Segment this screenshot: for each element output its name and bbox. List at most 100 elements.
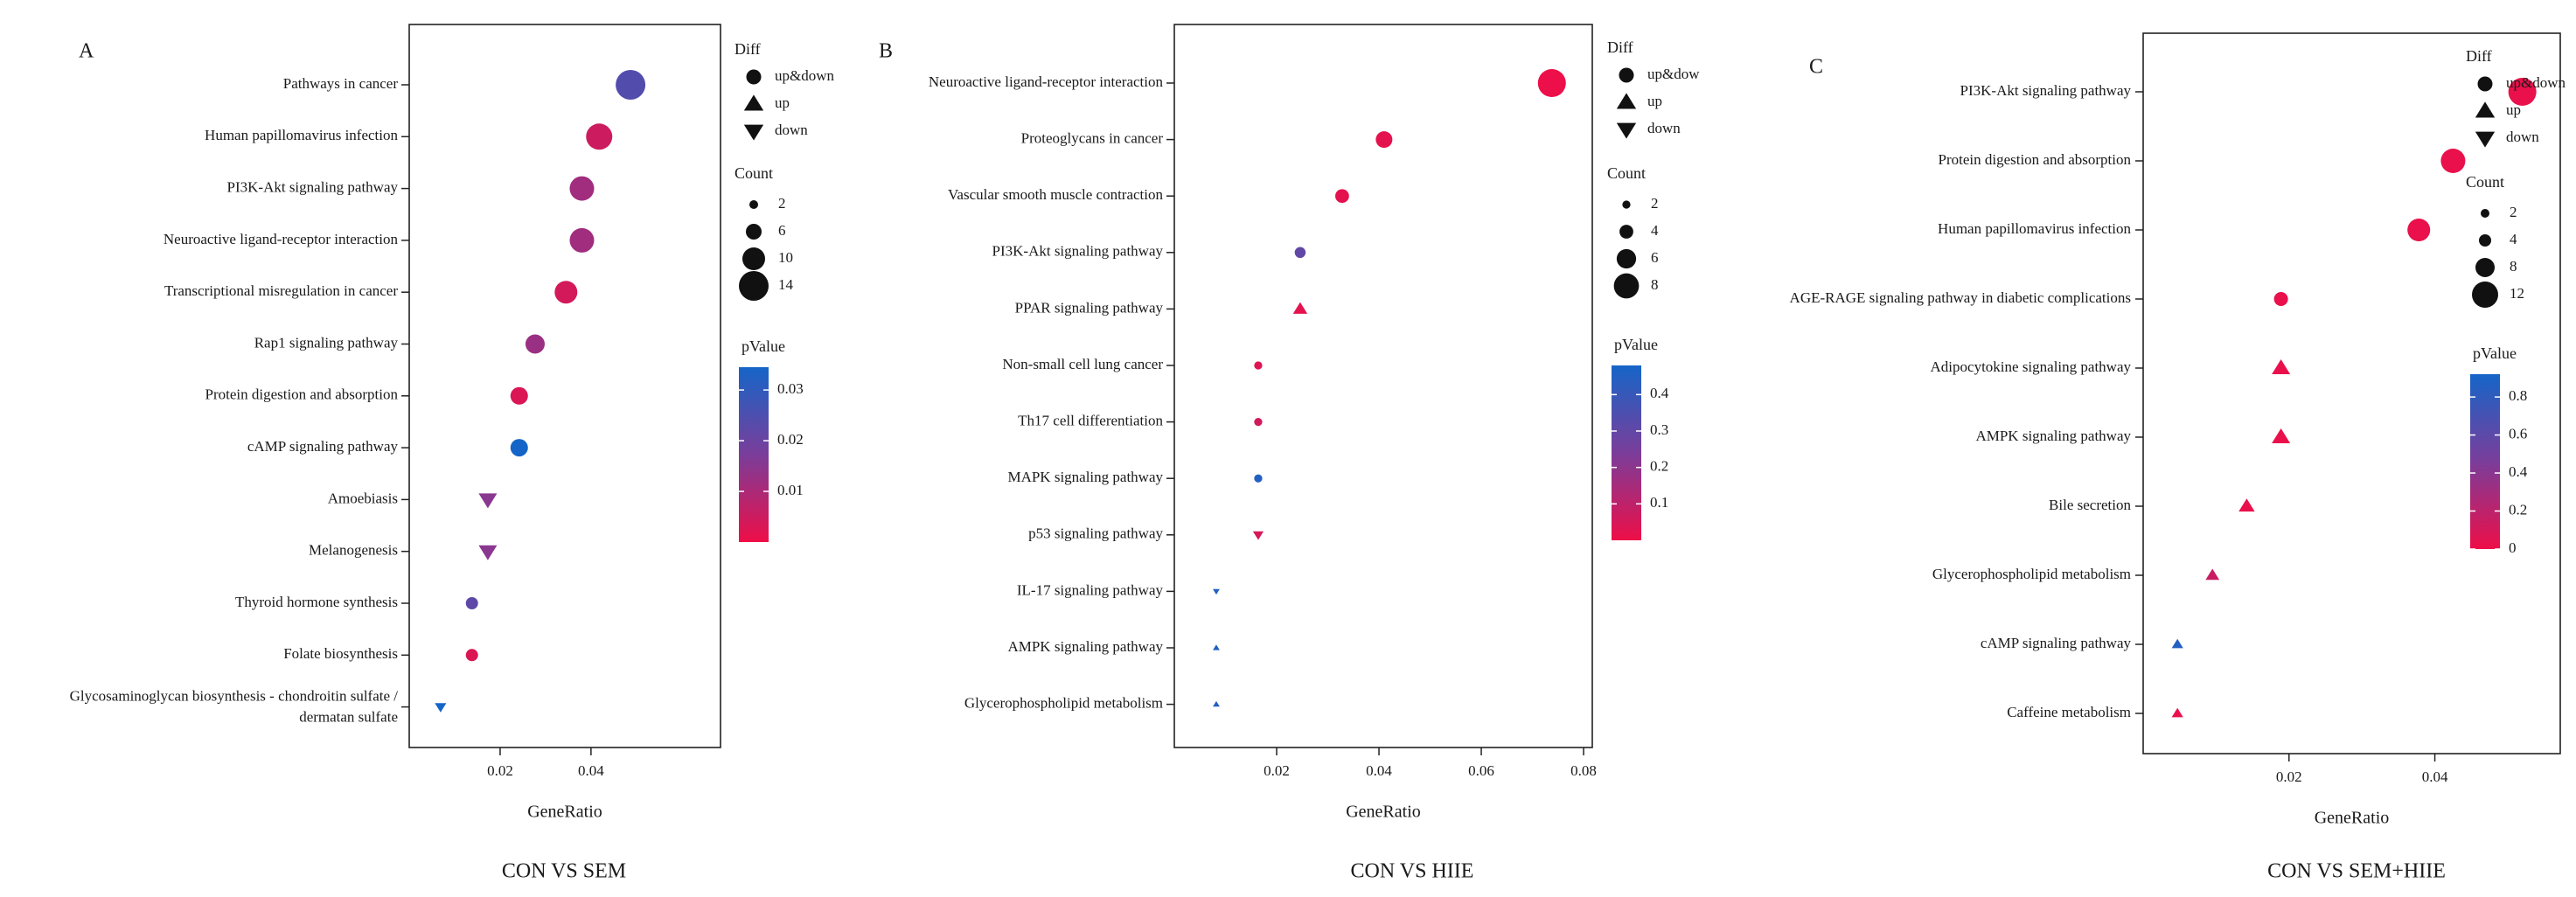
legend-diff-marker [1616, 93, 1637, 109]
data-point [616, 70, 646, 100]
y-tick-label: Glycosaminoglycan biosynthesis - chondro… [70, 688, 399, 726]
data-point [2273, 292, 2288, 306]
data-point [569, 227, 595, 253]
legend-diff-marker [1619, 67, 1634, 83]
legend-pvalue-title: pValue [2473, 344, 2517, 362]
y-tick-label: cAMP signaling pathway [247, 438, 399, 455]
legend-count-marker [749, 200, 758, 209]
y-tick-label: Thyroid hormone synthesis [235, 594, 398, 610]
x-tick-label: 0.04 [1366, 762, 1392, 779]
y-tick-label: PPAR signaling pathway [1015, 299, 1164, 316]
legend-diff-marker [2475, 131, 2496, 148]
colorbar-tick-label: 0.4 [1650, 385, 1669, 401]
colorbar-tick-label: 0.02 [777, 431, 804, 448]
legend-diff-label: up [1647, 93, 1662, 109]
colorbar-tick-label: 0.2 [2509, 501, 2527, 518]
colorbar-tick-label: 0 [2509, 539, 2517, 556]
panel-a: A 0.02 0.04 GeneRatio Pathways in cancer Huma… [70, 24, 835, 883]
legend-diff-label: down [1647, 120, 1681, 136]
data-point [2205, 568, 2220, 581]
data-point [465, 597, 478, 609]
legend-count-marker [739, 271, 769, 301]
legend-count-marker [1622, 200, 1631, 209]
y-tick-label: Transcriptional misregulation in cancer [164, 282, 398, 299]
legend-count-label: 12 [2510, 285, 2524, 302]
y-tick-label: Protein digestion and absorption [205, 386, 398, 403]
panel-b: B 0.02 0.04 0.06 0.08 GeneRatio Neuroactive li… [879, 24, 1700, 883]
data-point [478, 545, 498, 560]
y-tick-label: Melanogenesis [309, 542, 398, 559]
legend-diff-marker [1616, 122, 1637, 139]
data-point [2407, 219, 2431, 241]
legend-diff-label: up&down [2506, 74, 2566, 91]
plot-frame [408, 24, 721, 748]
legend-diff-marker [2477, 76, 2493, 92]
y-tick-label: Bile secretion [2049, 497, 2131, 513]
colorbar-tick-label: 0.6 [2509, 425, 2527, 442]
data-point [478, 493, 498, 509]
pvalue-colorbar [1612, 365, 1641, 540]
data-point [510, 439, 528, 457]
legend-count-label: 4 [2510, 231, 2517, 247]
legend-count-label: 8 [2510, 258, 2517, 275]
y-tick-label: Caffeine metabolism [2007, 704, 2131, 720]
legend-count-title: Count [1607, 164, 1646, 182]
y-tick-label: Human papillomavirus infection [1938, 220, 2131, 237]
y-tick-label: Human papillomavirus infection [205, 127, 398, 143]
y-tick-label-line: dermatan sulfate [299, 709, 398, 726]
legend-diff-title: Diff [2466, 47, 2492, 65]
plot-frame [1173, 24, 1593, 748]
legend-diff-label: down [2506, 129, 2539, 145]
legend-count-label: 14 [778, 276, 794, 293]
x-axis-title: GeneRatio [2315, 809, 2390, 828]
data-point [1375, 131, 1393, 149]
legend-count-title: Count [735, 164, 773, 182]
data-point [2508, 78, 2537, 106]
x-tick-label: 0.02 [1264, 762, 1290, 779]
data-point [435, 703, 447, 713]
data-point [1537, 69, 1566, 97]
legend-pvalue-title: pValue [741, 337, 785, 355]
panel-caption: CON VS SEM+HIIE [2267, 860, 2446, 883]
data-point [1292, 302, 1308, 314]
y-tick-label: p53 signaling pathway [1028, 525, 1163, 542]
legend-count-label: 4 [1651, 222, 1659, 239]
data-point [2440, 149, 2466, 173]
y-tick-label: Glycerophospholipid metabolism [1932, 566, 2131, 582]
legend-count-marker [2481, 209, 2489, 218]
legend-count-label: 6 [1651, 249, 1659, 266]
legend-diff-label: up [2506, 101, 2521, 118]
legend-diff-marker [743, 94, 764, 111]
data-point [2238, 498, 2255, 512]
y-tick-label: Adipocytokine signaling pathway [1931, 358, 2132, 375]
legend-count-label: 2 [778, 195, 786, 212]
legend-diff-label: up [775, 94, 790, 111]
y-tick-label: Folate biosynthesis [283, 645, 398, 662]
legend-diff-marker [746, 69, 762, 85]
y-tick-label: Glycerophospholipid metabolism [964, 695, 1163, 712]
data-point [1213, 644, 1220, 650]
panel-c: C 0.02 0.04 GeneRatio PI3K-Akt signaling pat… [1790, 32, 2566, 883]
legend-count-label: 8 [1651, 276, 1659, 293]
y-tick-label: IL-17 signaling pathway [1017, 581, 1164, 598]
data-point [554, 281, 578, 304]
y-tick-label: PI3K-Akt signaling pathway [227, 179, 399, 196]
x-tick-label: 0.04 [578, 762, 604, 779]
y-tick-label: Rap1 signaling pathway [254, 334, 399, 351]
data-point [465, 649, 478, 662]
data-point [586, 123, 613, 150]
data-point [1213, 588, 1220, 595]
data-point [1254, 361, 1263, 370]
legend-count-label: 10 [778, 249, 793, 266]
legend-diff-label: up&dow [1647, 66, 1700, 82]
data-point [1294, 247, 1306, 259]
panel-label: C [1809, 56, 1823, 79]
panel-caption: CON VS HIIE [1351, 860, 1474, 883]
x-tick-label: 0.08 [1570, 762, 1597, 779]
legend-count-marker [2472, 282, 2498, 308]
colorbar-tick-label: 0.01 [777, 482, 804, 498]
y-tick-label: Proteoglycans in cancer [1021, 130, 1164, 147]
data-point [2272, 359, 2291, 374]
legend-diff-title: Diff [1607, 38, 1633, 56]
